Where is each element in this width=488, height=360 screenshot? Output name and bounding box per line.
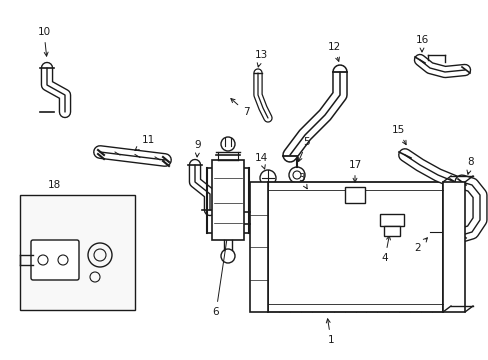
Circle shape [260, 170, 275, 186]
Text: 4: 4 [381, 236, 389, 263]
Text: 7: 7 [230, 99, 249, 117]
Circle shape [429, 226, 441, 238]
Bar [383, 226, 399, 236]
Circle shape [305, 189, 316, 201]
Bar [212, 160, 244, 240]
Text: 13: 13 [254, 50, 267, 67]
FancyBboxPatch shape [20, 195, 135, 310]
Text: 2: 2 [414, 238, 427, 253]
Text: 1: 1 [325, 319, 334, 345]
Text: 18: 18 [47, 180, 61, 190]
Text: 6: 6 [212, 236, 228, 317]
FancyBboxPatch shape [31, 240, 79, 280]
Circle shape [221, 137, 235, 151]
Text: 11: 11 [135, 135, 154, 150]
Bar [267, 182, 442, 312]
Bar [442, 182, 464, 312]
Text: 14: 14 [254, 153, 267, 169]
Text: 8: 8 [466, 157, 473, 174]
Text: 10: 10 [38, 27, 50, 56]
Text: 5: 5 [298, 137, 310, 161]
Text: 9: 9 [194, 140, 201, 157]
Bar [379, 214, 403, 226]
Text: 17: 17 [347, 160, 361, 182]
Text: 15: 15 [390, 125, 406, 145]
Text: 12: 12 [326, 42, 340, 61]
Circle shape [288, 167, 305, 183]
Text: 3: 3 [297, 173, 306, 189]
Bar [345, 187, 364, 203]
Bar [249, 182, 267, 312]
Text: 16: 16 [414, 35, 428, 52]
